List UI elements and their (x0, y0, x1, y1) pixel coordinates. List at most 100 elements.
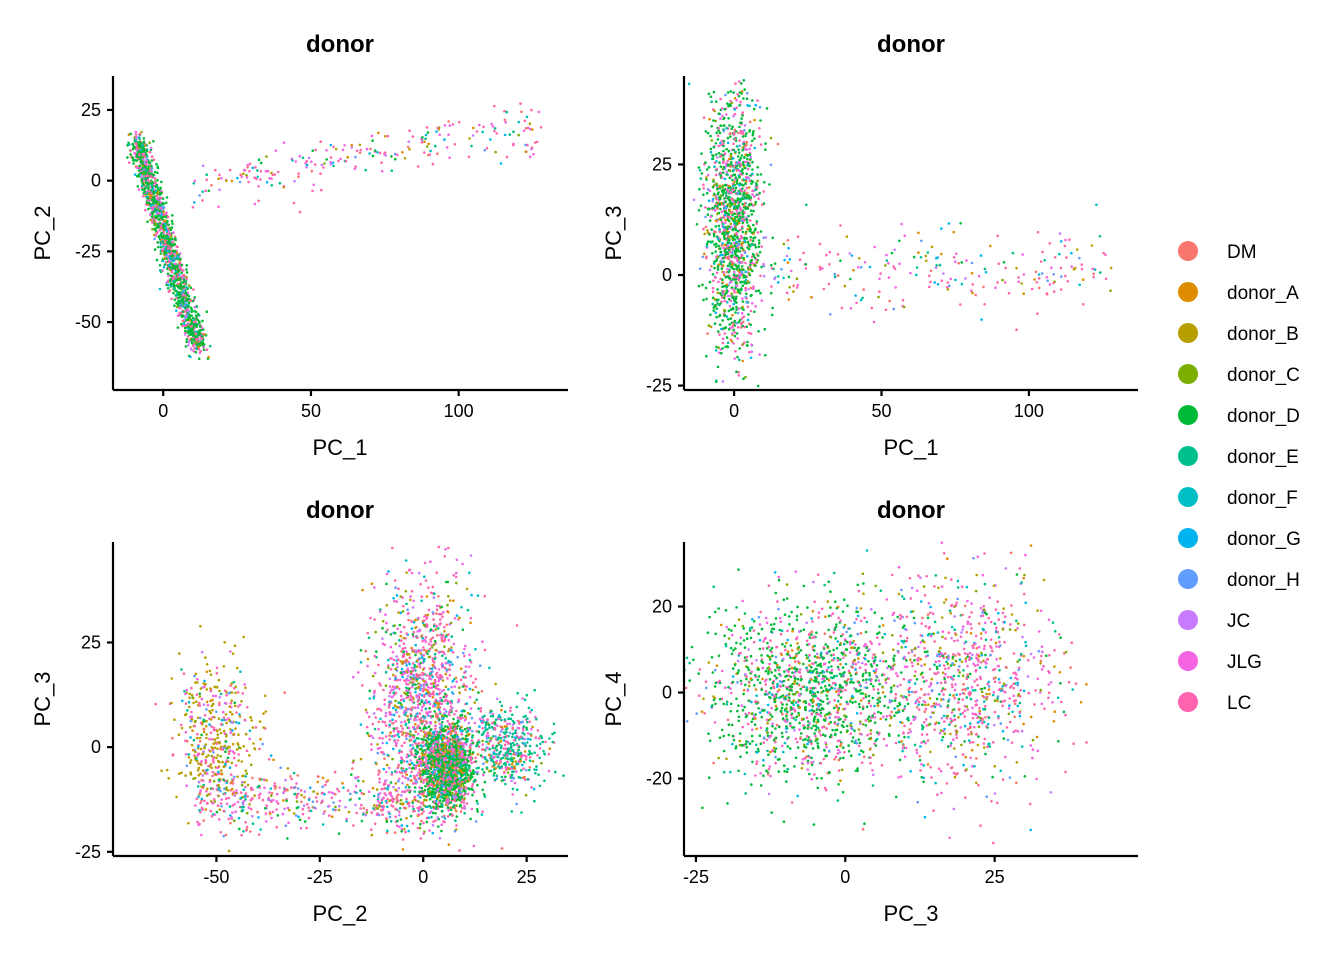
data-point (175, 294, 178, 297)
data-point (744, 292, 748, 296)
data-point (167, 260, 171, 264)
data-point (297, 815, 300, 818)
data-point (716, 255, 720, 259)
data-point (369, 616, 372, 620)
data-point (147, 207, 150, 211)
data-point (272, 758, 275, 762)
data-point (151, 228, 154, 231)
data-point (741, 230, 745, 234)
data-point (311, 149, 315, 152)
data-point (181, 699, 184, 703)
data-point (148, 151, 152, 154)
data-point (732, 180, 736, 184)
data-point (1002, 261, 1006, 264)
data-point (442, 610, 445, 614)
data-point (248, 729, 252, 733)
data-point (275, 792, 279, 796)
data-point (717, 129, 720, 132)
data-point (1015, 328, 1018, 332)
data-point (751, 189, 754, 193)
data-point (303, 820, 307, 823)
data-point (725, 336, 729, 339)
data-point (726, 159, 729, 163)
data-point (217, 177, 220, 180)
data-point (259, 161, 263, 165)
data-point (158, 287, 162, 291)
data-point (417, 693, 421, 697)
data-point (197, 745, 200, 748)
data-point (739, 100, 742, 104)
data-point (305, 159, 309, 163)
data-point (754, 264, 757, 268)
data-point (388, 738, 392, 741)
data-point (400, 794, 403, 797)
data-point (736, 355, 739, 359)
data-point (232, 778, 235, 781)
data-point (1064, 238, 1067, 242)
data-point (715, 167, 719, 171)
data-point (739, 172, 742, 176)
data-point (136, 185, 140, 188)
data-point (185, 784, 188, 787)
data-point (216, 747, 219, 751)
data-point (257, 833, 261, 836)
data-point (224, 833, 228, 837)
data-point (821, 267, 824, 270)
data-point (776, 275, 780, 278)
data-point (171, 736, 174, 740)
data-point (431, 696, 435, 699)
data-point (334, 805, 337, 809)
data-point (295, 806, 299, 810)
data-point (162, 206, 166, 209)
data-point (728, 238, 731, 242)
data-point (160, 231, 163, 235)
data-point (959, 222, 962, 225)
data-point (194, 719, 197, 723)
data-point (159, 196, 163, 200)
data-point (940, 279, 944, 283)
data-point (759, 173, 763, 176)
data-point (464, 644, 467, 648)
data-point (153, 170, 157, 174)
y-axis-label: PC_3 (601, 205, 626, 260)
data-point (242, 788, 245, 791)
data-point (325, 780, 328, 784)
data-point (475, 130, 479, 133)
data-point (266, 169, 270, 173)
data-point (705, 242, 709, 246)
data-point (332, 164, 335, 168)
data-point (742, 268, 745, 272)
data-point (936, 256, 939, 259)
data-point (390, 804, 393, 807)
data-point (744, 232, 748, 235)
data-point (710, 228, 713, 231)
data-point (710, 125, 713, 128)
data-point (143, 166, 147, 169)
data-point (736, 325, 740, 329)
data-point (186, 335, 190, 338)
data-point (796, 283, 800, 287)
data-point (199, 687, 203, 690)
data-point (338, 804, 341, 808)
data-point (715, 307, 719, 311)
data-point (434, 648, 438, 652)
data-point (485, 146, 489, 150)
data-point (743, 325, 747, 329)
data-point (394, 788, 397, 792)
data-point (726, 267, 730, 271)
data-point (189, 355, 192, 359)
data-point (275, 825, 279, 829)
data-point (217, 205, 220, 209)
data-point (770, 263, 773, 267)
data-point (862, 288, 865, 291)
data-point (165, 221, 168, 225)
data-point (182, 322, 186, 325)
data-point (179, 304, 183, 308)
data-point (751, 269, 754, 273)
data-point (372, 794, 376, 798)
data-point (197, 345, 200, 349)
data-point (155, 162, 158, 166)
data-point (751, 168, 754, 171)
data-point (299, 789, 303, 792)
data-point (270, 800, 273, 803)
